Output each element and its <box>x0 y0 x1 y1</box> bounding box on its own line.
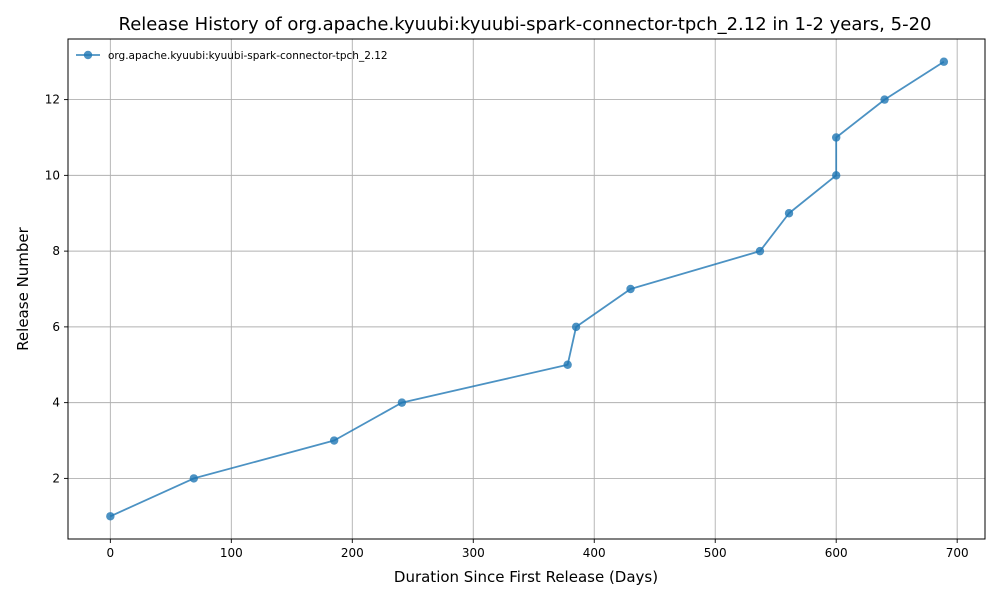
y-tick-label: 12 <box>45 93 60 107</box>
data-point <box>831 171 841 180</box>
plot-area-frame <box>67 38 986 540</box>
data-point <box>329 436 339 445</box>
x-tick-label: 300 <box>462 546 485 560</box>
y-tick-label: 2 <box>52 471 60 485</box>
x-tick-label: 700 <box>946 546 969 560</box>
y-tick-label: 4 <box>52 396 60 410</box>
x-tick-label: 600 <box>825 546 848 560</box>
y-tick-label: 6 <box>52 320 60 334</box>
legend-marker <box>83 50 93 60</box>
data-point <box>106 512 115 521</box>
x-tick-label: 400 <box>583 546 606 560</box>
series-line <box>109 60 945 518</box>
x-tick-label: 0 <box>107 546 115 560</box>
data-point <box>571 322 581 332</box>
data-point <box>939 57 949 66</box>
legend: org.apache.kyuubi:kyuubi-spark-connector… <box>76 50 388 62</box>
x-tick-label: 200 <box>341 546 364 560</box>
data-point <box>784 209 794 218</box>
data-point <box>189 474 199 483</box>
x-axis-label: Duration Since First Release (Days) <box>394 568 658 586</box>
x-tick-label: 500 <box>704 546 727 560</box>
legend-label: org.apache.kyuubi:kyuubi-spark-connector… <box>108 50 388 62</box>
data-point <box>563 360 572 369</box>
data-point <box>755 246 765 256</box>
grid <box>68 39 985 539</box>
y-axis-label: Release Number <box>14 226 32 350</box>
chart-title: Release History of org.apache.kyuubi:kyu… <box>119 14 932 35</box>
data-point <box>880 95 889 104</box>
x-axis-ticks: 0 100 200 300 400 500 600 700 <box>107 539 969 560</box>
y-axis-ticks: 2 4 6 8 10 12 <box>45 93 68 485</box>
data-point <box>831 133 841 142</box>
series-layer <box>106 57 949 521</box>
y-tick-label: 8 <box>52 244 60 258</box>
x-tick-label: 100 <box>220 546 243 560</box>
data-point <box>397 398 407 407</box>
data-point <box>626 284 635 294</box>
y-tick-label: 10 <box>45 168 60 182</box>
